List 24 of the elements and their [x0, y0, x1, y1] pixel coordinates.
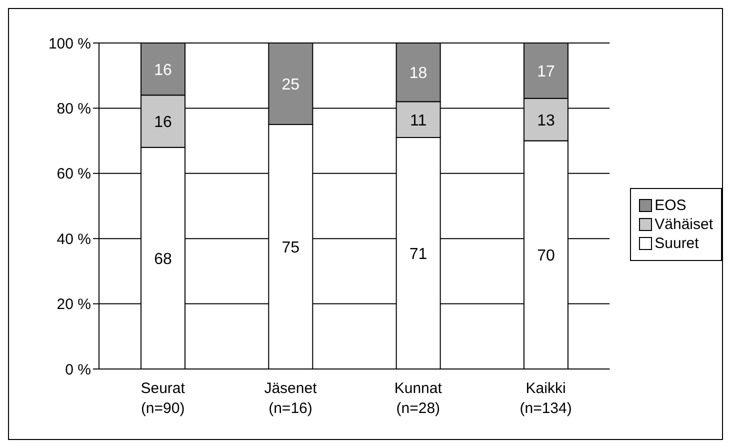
data-label: 17 [537, 63, 555, 80]
data-label: 18 [409, 65, 428, 82]
x-tick-label: Kaikki (n=134) [520, 380, 572, 417]
data-label: 71 [409, 246, 428, 263]
y-tick-label: 80 % [56, 100, 91, 118]
x-tick-label: Jäsenet (n=16) [264, 380, 318, 417]
legend-label: EOS [654, 196, 686, 214]
x-tick-label: Seurat (n=90) [140, 380, 186, 417]
data-label: 70 [537, 248, 555, 265]
legend-label: Vähäiset [654, 216, 713, 232]
y-tick-label: 100 % [48, 35, 91, 52]
y-tick-label: 60 % [56, 166, 91, 183]
legend-label: Suuret [654, 234, 699, 252]
data-label: 13 [537, 112, 555, 130]
data-label: 75 [282, 239, 300, 256]
data-label: 16 [154, 62, 172, 79]
y-tick-label: 40 % [56, 230, 91, 248]
data-label: 16 [154, 114, 172, 131]
data-label: 25 [282, 76, 300, 94]
data-label: 68 [154, 250, 172, 268]
y-tick-label: 0 % [65, 361, 91, 378]
y-tick-label: 20 % [56, 296, 91, 314]
data-label: 11 [410, 112, 427, 130]
x-tick-label: Kunnat (n=28) [394, 380, 443, 417]
